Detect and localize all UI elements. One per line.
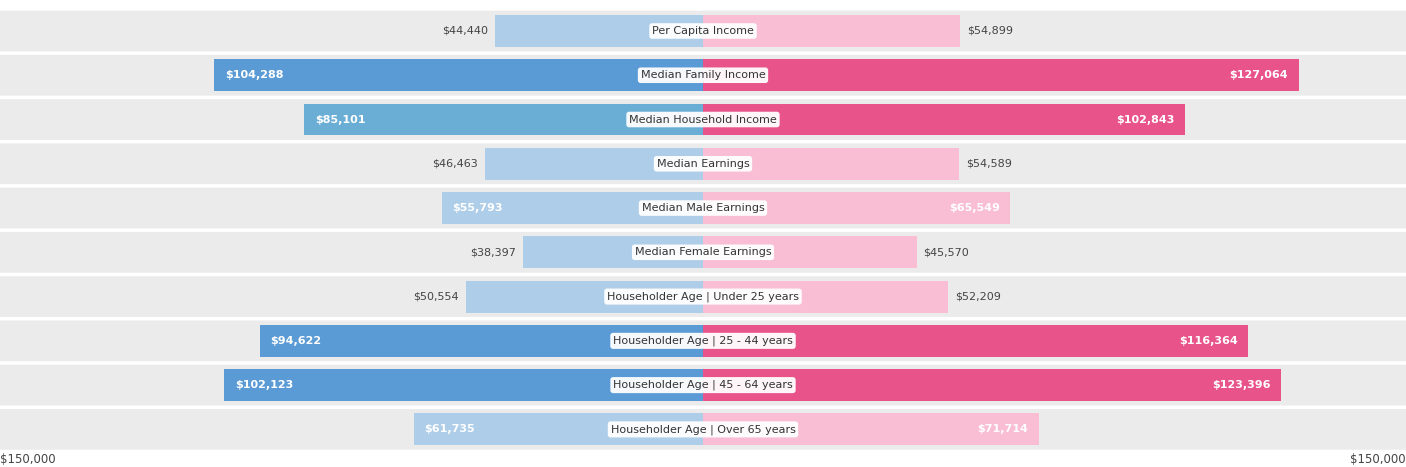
Text: Median Household Income: Median Household Income <box>628 114 778 125</box>
Text: $44,440: $44,440 <box>441 26 488 36</box>
Bar <box>465 281 703 312</box>
Text: Median Female Earnings: Median Female Earnings <box>634 248 772 257</box>
Text: $150,000: $150,000 <box>0 453 56 466</box>
Text: Per Capita Income: Per Capita Income <box>652 26 754 36</box>
Text: $150,000: $150,000 <box>1350 453 1406 466</box>
FancyBboxPatch shape <box>0 320 1406 361</box>
Text: Householder Age | Over 65 years: Householder Age | Over 65 years <box>610 424 796 435</box>
FancyBboxPatch shape <box>0 143 1406 184</box>
Text: Householder Age | Under 25 years: Householder Age | Under 25 years <box>607 291 799 302</box>
Text: $123,396: $123,396 <box>1212 380 1271 390</box>
FancyBboxPatch shape <box>0 99 1406 140</box>
FancyBboxPatch shape <box>0 365 1406 405</box>
Text: $61,735: $61,735 <box>425 425 475 434</box>
Text: $71,714: $71,714 <box>977 425 1029 434</box>
Text: Householder Age | 25 - 44 years: Householder Age | 25 - 44 years <box>613 336 793 346</box>
Bar <box>703 281 948 312</box>
Text: $45,570: $45,570 <box>924 248 969 257</box>
FancyBboxPatch shape <box>0 276 1406 317</box>
Bar <box>214 59 703 91</box>
Text: $46,463: $46,463 <box>433 159 478 169</box>
FancyBboxPatch shape <box>0 11 1406 51</box>
Text: Median Earnings: Median Earnings <box>657 159 749 169</box>
Bar <box>703 148 959 180</box>
Text: $116,364: $116,364 <box>1180 336 1237 346</box>
Text: $38,397: $38,397 <box>470 248 516 257</box>
Bar <box>703 325 1249 357</box>
FancyBboxPatch shape <box>0 55 1406 96</box>
Bar <box>495 15 703 47</box>
Text: $94,622: $94,622 <box>270 336 321 346</box>
Bar <box>703 104 1185 135</box>
Bar <box>260 325 703 357</box>
FancyBboxPatch shape <box>0 409 1406 450</box>
Bar <box>485 148 703 180</box>
Bar <box>413 413 703 446</box>
Text: $102,123: $102,123 <box>235 380 294 390</box>
Bar <box>225 369 703 401</box>
Bar <box>703 413 1039 446</box>
Text: $55,793: $55,793 <box>453 203 502 213</box>
Text: $127,064: $127,064 <box>1229 70 1288 80</box>
Text: Householder Age | 45 - 64 years: Householder Age | 45 - 64 years <box>613 380 793 390</box>
Bar <box>703 369 1281 401</box>
Text: $54,589: $54,589 <box>966 159 1012 169</box>
Text: Median Male Earnings: Median Male Earnings <box>641 203 765 213</box>
FancyBboxPatch shape <box>0 232 1406 273</box>
Bar <box>703 236 917 268</box>
Bar <box>304 104 703 135</box>
Bar <box>441 192 703 224</box>
Bar <box>703 192 1010 224</box>
FancyBboxPatch shape <box>0 188 1406 228</box>
Text: Median Family Income: Median Family Income <box>641 70 765 80</box>
Bar <box>703 15 960 47</box>
Text: $104,288: $104,288 <box>225 70 283 80</box>
Text: $102,843: $102,843 <box>1116 114 1174 125</box>
Text: $54,899: $54,899 <box>967 26 1014 36</box>
Bar <box>523 236 703 268</box>
Text: $65,549: $65,549 <box>949 203 1000 213</box>
Text: $52,209: $52,209 <box>955 291 1001 302</box>
Text: $85,101: $85,101 <box>315 114 366 125</box>
Text: $50,554: $50,554 <box>413 291 458 302</box>
Bar <box>703 59 1299 91</box>
